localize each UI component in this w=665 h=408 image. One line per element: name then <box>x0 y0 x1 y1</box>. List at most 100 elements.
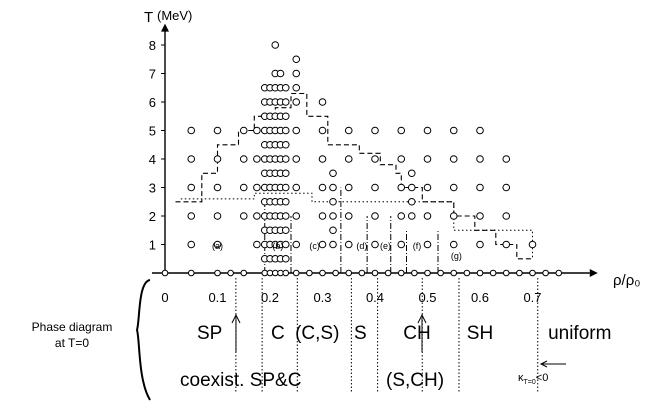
data-point <box>213 240 222 249</box>
phase-name: C <box>271 323 285 344</box>
data-point <box>253 212 261 220</box>
data-point <box>423 126 432 135</box>
s-ch-label: (S,CH) <box>386 370 444 391</box>
kappa-label: κT=0<0 <box>518 372 548 386</box>
x-tick-label: 0.3 <box>313 290 331 305</box>
region-label: (d) <box>356 241 367 251</box>
axis-point <box>187 269 195 277</box>
data-point <box>407 183 416 192</box>
kappa-symbol: κ <box>518 372 524 384</box>
data-point <box>423 155 432 163</box>
data-point <box>502 183 511 192</box>
kappa-relation: <0 <box>536 372 549 384</box>
data-point <box>281 226 290 235</box>
data-point <box>397 183 406 192</box>
axis-point <box>516 269 523 277</box>
axis-labels: T (MeV) ρ/ρ₀ <box>144 8 640 289</box>
data-point <box>292 98 301 106</box>
data-point <box>213 183 222 192</box>
data-point <box>344 212 353 220</box>
axis-point <box>450 269 458 277</box>
region-label: (e) <box>380 241 391 251</box>
data-point <box>281 254 290 263</box>
data-point <box>281 212 290 220</box>
data-point <box>344 240 353 249</box>
data-point <box>292 155 301 163</box>
data-point <box>397 212 406 220</box>
axis-point <box>463 269 471 277</box>
phase-name: (C,S) <box>295 323 339 344</box>
axis-point <box>489 269 497 277</box>
phase-diagram-brace <box>135 279 151 401</box>
data-point <box>281 169 290 178</box>
axis-point <box>306 269 313 277</box>
phase-diagram-label-line1: Phase diagram <box>32 320 113 334</box>
data-point <box>502 212 511 220</box>
region-label: (a) <box>212 241 223 251</box>
data-point <box>318 98 327 106</box>
y-tick-label: 8 <box>149 38 156 53</box>
data-point <box>292 126 301 135</box>
phase-boundary-dotted <box>180 192 533 259</box>
y-tick-label: 2 <box>149 209 156 224</box>
axis-point <box>476 269 484 277</box>
data-point <box>407 197 416 206</box>
axis-point <box>358 269 366 277</box>
axis-point <box>371 269 379 277</box>
y-tick-label: 1 <box>149 238 156 253</box>
s-ch-arrow-head <box>417 313 427 324</box>
kappa-arrow-head <box>539 360 548 368</box>
data-point <box>329 226 337 235</box>
x-axis-arrow <box>589 269 598 277</box>
data-point <box>187 183 196 192</box>
axis-point <box>411 269 418 277</box>
data-point <box>318 240 327 249</box>
phase-boundary-dashed <box>175 92 533 260</box>
data-point <box>281 183 290 192</box>
phase-diagram-label-line2: at T=0 <box>55 336 89 350</box>
data-point <box>449 212 458 220</box>
y-tick-label: 5 <box>149 124 156 139</box>
kappa-subscript: T=0 <box>524 379 536 386</box>
axis-point <box>345 269 353 277</box>
data-point <box>292 83 301 92</box>
data-point <box>397 240 406 249</box>
data-point <box>239 155 248 163</box>
data-point <box>281 155 290 163</box>
data-point <box>476 212 484 220</box>
data-point <box>281 197 290 206</box>
data-point <box>449 155 458 163</box>
y-axis-arrow <box>161 23 169 32</box>
data-point <box>449 183 458 192</box>
data-point <box>281 112 290 121</box>
axis-point <box>502 269 510 277</box>
data-point <box>253 240 261 249</box>
data-point <box>371 212 379 220</box>
phase-name: SH <box>467 323 493 344</box>
data-point <box>476 155 484 163</box>
data-point <box>281 98 290 106</box>
data-point <box>253 183 261 192</box>
data-point <box>344 183 353 192</box>
axis-point <box>292 269 300 277</box>
data-point <box>271 41 280 49</box>
region-label: (b) <box>272 241 283 251</box>
region-label: (f) <box>413 241 422 251</box>
region-label: (g) <box>451 251 462 261</box>
data-point <box>528 240 537 249</box>
axis-point <box>214 269 221 277</box>
data-point <box>449 126 458 135</box>
data-point <box>253 155 261 163</box>
data-point <box>407 212 416 220</box>
axis-point <box>542 269 549 277</box>
axis-point <box>437 269 444 277</box>
x-tick-label: 0.6 <box>471 290 489 305</box>
axis-point <box>240 269 248 277</box>
phase-name: uniform <box>548 323 611 344</box>
phase-name: CH <box>403 323 430 344</box>
data-point <box>213 126 222 135</box>
data-point <box>329 240 337 249</box>
data-point <box>397 126 406 135</box>
axis-point <box>397 269 405 277</box>
